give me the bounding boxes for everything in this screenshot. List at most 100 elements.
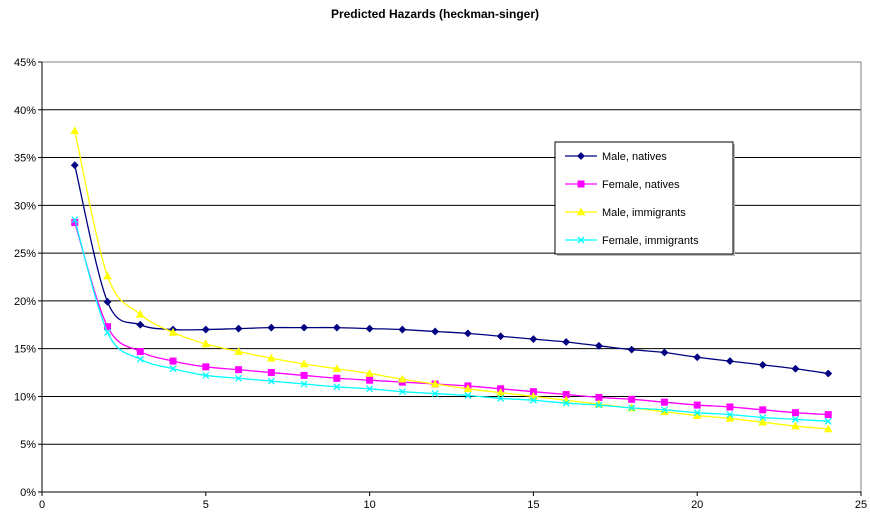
data-point [300, 371, 308, 379]
data-point [71, 216, 79, 224]
legend-label: Female, natives [602, 179, 680, 191]
data-point [791, 364, 800, 373]
legend-item: Male, natives [565, 151, 667, 163]
data-point [103, 297, 112, 306]
data-point [496, 388, 505, 396]
data-point [398, 325, 407, 334]
y-tick-label: 5% [20, 439, 36, 451]
x-tick-label: 15 [527, 499, 539, 511]
data-point [431, 327, 440, 336]
data-point [431, 390, 439, 398]
data-point [430, 379, 440, 388]
axes: 0% 5% 10% 15% 20% 25% 30% 35% 40% 45% 0 5 10 15 20 25 [14, 57, 867, 511]
data-point [464, 392, 472, 399]
data-point [299, 359, 309, 368]
x-tick-label: 5 [203, 499, 209, 511]
data-point [234, 347, 243, 355]
x-tick-label: 20 [691, 499, 703, 511]
data-point [169, 365, 177, 373]
data-point [365, 368, 374, 377]
data-point [366, 376, 374, 384]
data-point [824, 411, 832, 419]
data-point [201, 339, 211, 348]
legend-box [554, 141, 734, 255]
data-point [168, 327, 178, 336]
data-point [136, 348, 144, 356]
data-point [333, 383, 341, 391]
y-tick-label: 15% [14, 344, 36, 356]
data-point [823, 424, 833, 433]
legend: Male, natives Female, natives Male, immigr… [554, 141, 735, 256]
data-point [300, 323, 308, 332]
y-tick-label: 0% [20, 487, 36, 499]
chart-title: Predicted Hazards (heckman-singer) [331, 7, 539, 21]
data-point [366, 385, 374, 393]
data-point [496, 332, 505, 341]
data-point [627, 345, 636, 354]
legend-item: Female, immigrants [565, 235, 699, 247]
data-point [332, 323, 341, 332]
data-point [267, 369, 275, 377]
data-point [791, 421, 800, 430]
data-point [562, 399, 570, 407]
data-point [792, 415, 799, 423]
legend-label: Male, immigrants [602, 207, 686, 219]
data-point [333, 374, 341, 382]
data-point [824, 417, 832, 425]
legend-item: Male, immigrants [565, 207, 686, 219]
data-point [759, 414, 767, 421]
data-point [660, 398, 668, 406]
data-point [726, 357, 734, 365]
data-point [235, 366, 243, 374]
data-point [660, 348, 669, 357]
y-tick-label: 20% [14, 296, 36, 308]
data-point [693, 409, 701, 417]
data-point [398, 388, 406, 396]
plot-area [42, 62, 861, 492]
y-tick-label: 30% [14, 200, 36, 212]
legend-label: Female, immigrants [602, 235, 699, 247]
y-tick-label: 10% [14, 391, 36, 403]
data-point [758, 361, 767, 369]
data-point [70, 161, 79, 170]
x-tick-label: 10 [363, 499, 375, 511]
data-point [595, 341, 603, 350]
data-point [562, 338, 571, 346]
data-point [463, 384, 473, 393]
y-tick-label: 40% [14, 105, 36, 117]
data-point [136, 355, 144, 363]
data-point [202, 363, 210, 371]
data-point [267, 377, 275, 385]
data-point [135, 309, 145, 318]
series-layer [70, 126, 833, 433]
data-point [529, 396, 537, 404]
series-male-natives [70, 161, 833, 378]
data-point [759, 406, 767, 414]
data-point [202, 371, 210, 379]
data-point [266, 353, 276, 362]
data-point [595, 401, 603, 409]
data-point [136, 320, 145, 329]
data-point [267, 323, 276, 332]
data-point [693, 401, 701, 409]
x-tick-label: 25 [855, 499, 867, 511]
data-point [70, 126, 80, 135]
data-point [201, 325, 210, 334]
data-point [398, 374, 407, 383]
legend-item: Female, natives [565, 179, 680, 191]
data-point [726, 411, 734, 419]
data-point [235, 374, 243, 382]
data-point [758, 417, 768, 426]
data-point [103, 271, 112, 280]
data-point [660, 406, 668, 414]
data-point [365, 324, 374, 333]
legend-marker [577, 152, 585, 160]
y-tick-label: 25% [14, 248, 36, 260]
data-point [595, 393, 603, 401]
series-female-natives [71, 219, 832, 419]
data-point [791, 409, 799, 417]
data-point [104, 328, 111, 336]
data-point [693, 353, 702, 362]
data-point [234, 324, 243, 333]
